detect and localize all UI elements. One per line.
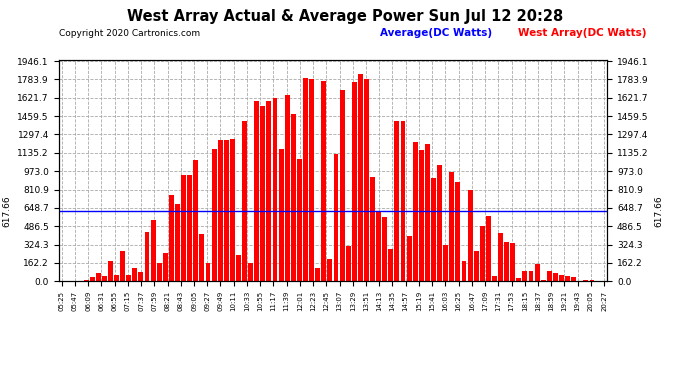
Bar: [266, 101, 271, 281]
Bar: [529, 271, 533, 281]
Bar: [589, 280, 594, 281]
Bar: [255, 101, 259, 281]
Bar: [413, 142, 417, 281]
Bar: [437, 165, 442, 281]
Bar: [406, 236, 411, 281]
Bar: [535, 264, 540, 281]
Bar: [309, 79, 314, 281]
Bar: [260, 106, 265, 281]
Bar: [449, 172, 454, 281]
Bar: [328, 259, 333, 281]
Bar: [132, 268, 137, 281]
Bar: [120, 251, 125, 281]
Bar: [169, 195, 174, 281]
Bar: [565, 276, 570, 281]
Bar: [346, 246, 351, 281]
Bar: [480, 226, 484, 281]
Bar: [462, 261, 466, 281]
Bar: [584, 280, 589, 281]
Bar: [578, 280, 582, 281]
Bar: [83, 280, 88, 281]
Bar: [474, 251, 479, 281]
Bar: [126, 275, 131, 281]
Bar: [571, 278, 576, 281]
Text: Copyright 2020 Cartronics.com: Copyright 2020 Cartronics.com: [59, 28, 200, 38]
Bar: [114, 275, 119, 281]
Bar: [90, 277, 95, 281]
Bar: [145, 232, 150, 281]
Bar: [382, 217, 387, 281]
Bar: [199, 234, 204, 281]
Bar: [443, 246, 448, 281]
Bar: [364, 79, 369, 281]
Bar: [187, 174, 192, 281]
Bar: [236, 255, 241, 281]
Bar: [315, 268, 320, 281]
Bar: [248, 262, 253, 281]
Bar: [395, 120, 400, 281]
Bar: [522, 272, 527, 281]
Bar: [139, 272, 144, 281]
Bar: [322, 81, 326, 281]
Text: West Array(DC Watts): West Array(DC Watts): [518, 27, 646, 38]
Bar: [163, 252, 168, 281]
Bar: [285, 95, 290, 281]
Bar: [602, 280, 607, 281]
Bar: [468, 190, 473, 281]
Bar: [504, 242, 509, 281]
Bar: [376, 212, 381, 281]
Bar: [425, 144, 430, 281]
Bar: [358, 74, 363, 281]
Bar: [242, 121, 247, 281]
Text: 617.66: 617.66: [2, 196, 11, 227]
Bar: [224, 140, 228, 281]
Bar: [541, 280, 546, 281]
Bar: [511, 243, 515, 281]
Bar: [193, 160, 198, 281]
Bar: [212, 149, 217, 281]
Bar: [339, 90, 344, 281]
Bar: [401, 122, 406, 281]
Bar: [150, 220, 155, 281]
Bar: [492, 276, 497, 281]
Bar: [455, 182, 460, 281]
Bar: [297, 159, 302, 281]
Text: West Array Actual & Average Power Sun Jul 12 20:28: West Array Actual & Average Power Sun Ju…: [127, 9, 563, 24]
Bar: [96, 273, 101, 281]
Bar: [279, 148, 284, 281]
Bar: [181, 176, 186, 281]
Bar: [419, 150, 424, 281]
Bar: [157, 262, 161, 281]
Bar: [431, 178, 436, 281]
Bar: [516, 279, 521, 281]
Bar: [108, 261, 113, 281]
Bar: [486, 216, 491, 281]
Bar: [102, 276, 107, 281]
Bar: [388, 249, 393, 281]
Bar: [370, 177, 375, 281]
Bar: [303, 78, 308, 281]
Bar: [498, 233, 503, 281]
Bar: [230, 139, 235, 281]
Bar: [273, 98, 277, 281]
Bar: [547, 272, 552, 281]
Bar: [206, 262, 210, 281]
Bar: [553, 273, 558, 281]
Bar: [218, 141, 223, 281]
Bar: [291, 114, 296, 281]
Bar: [333, 154, 338, 281]
Text: 617.66: 617.66: [655, 196, 664, 227]
Bar: [559, 275, 564, 281]
Text: Average(DC Watts): Average(DC Watts): [380, 27, 492, 38]
Bar: [352, 82, 357, 281]
Bar: [175, 204, 180, 281]
